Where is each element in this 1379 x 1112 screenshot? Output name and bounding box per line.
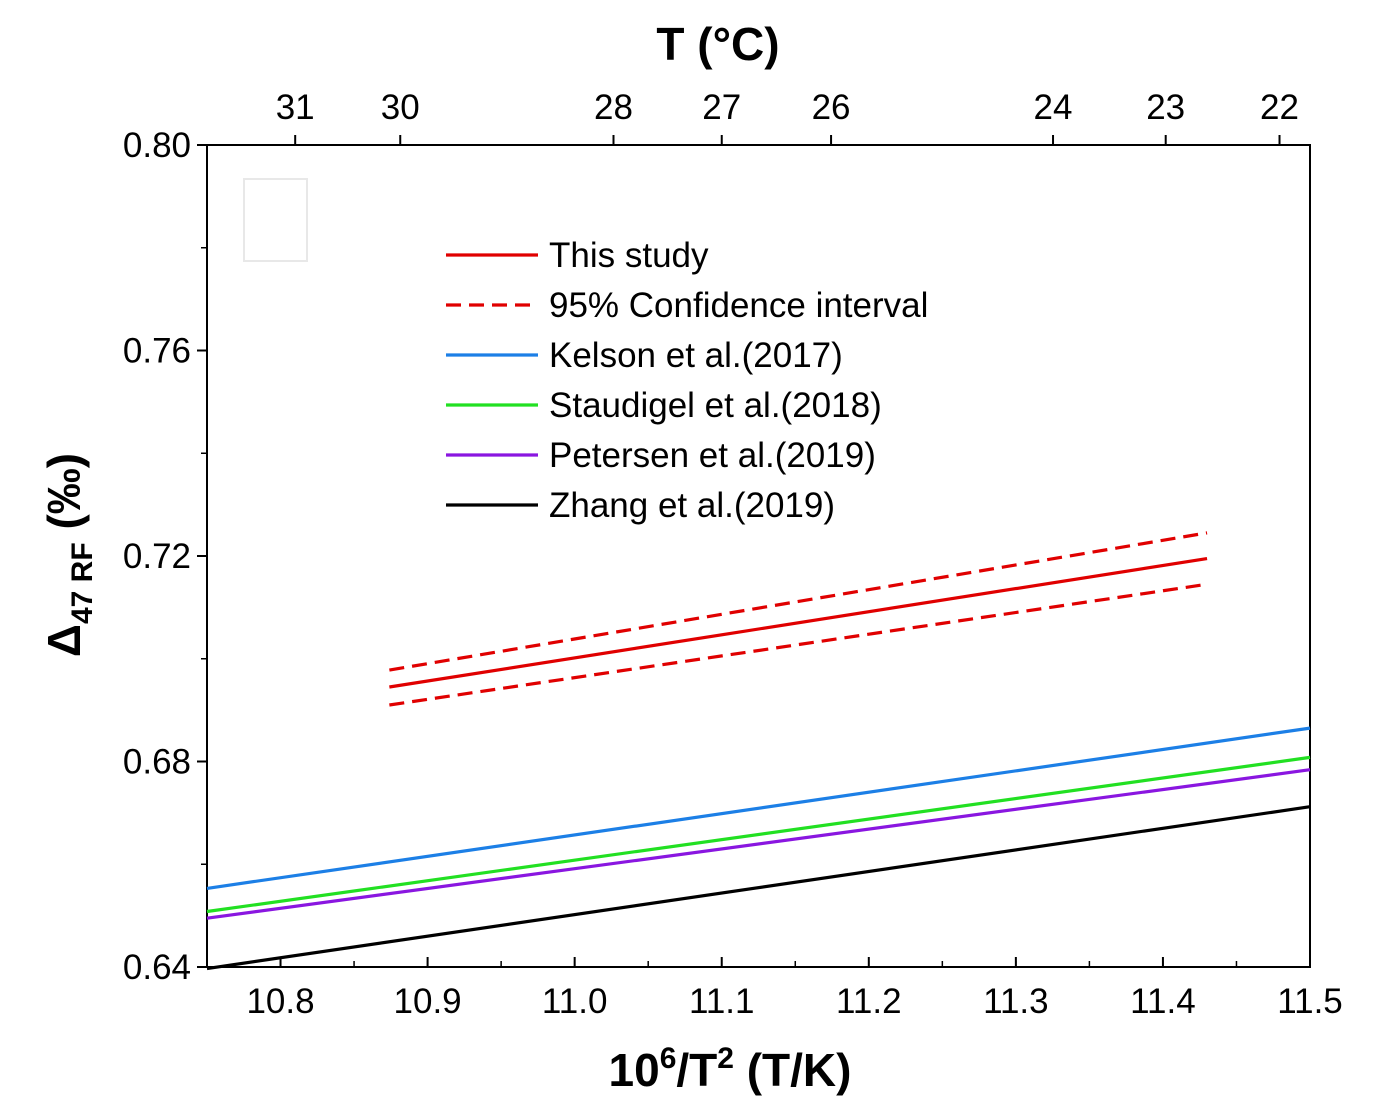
x-tick-label-bottom: 11.3 <box>983 982 1049 1021</box>
x-tick-label-bottom: 11.0 <box>542 982 608 1021</box>
series-line-95-confidence-interval <box>389 531 1208 672</box>
x-axis-title-mid: /T <box>676 1044 717 1096</box>
y-axis-left: 0.64 0.68 0.72 0.76 0.80 <box>123 126 207 987</box>
y-axis-title-sub: 47 RF <box>66 542 99 624</box>
x-axis-title-sup2: 2 <box>717 1042 734 1075</box>
series-line-zhang-et-al-2019 <box>206 805 1311 971</box>
y-tick-label-left: 0.72 <box>123 537 191 576</box>
x-axis-title-base: 10 <box>609 1044 660 1096</box>
x-tick-label-top: 26 <box>812 88 851 127</box>
series-layer <box>206 531 1311 971</box>
legend-label: Staudigel et al.(2018) <box>549 386 882 425</box>
x-tick-label-top: 24 <box>1034 88 1073 127</box>
legend: This study 95% Confidence interval Kelson … <box>446 236 928 525</box>
y-axis-title-main: Δ <box>38 624 90 657</box>
x-tick-label-top: 27 <box>702 88 741 127</box>
x-axis-bottom: 10.8 10.9 11.0 11.1 11.2 11.3 11.4 11.5 <box>206 957 1343 1021</box>
y-tick-label-left: 0.76 <box>123 332 191 371</box>
x-tick-label-top: 28 <box>594 88 633 127</box>
x-tick-label-bottom: 11.2 <box>836 982 902 1021</box>
series-line-staudigel-et-al-2018 <box>206 755 1311 914</box>
x-tick-label-top: 30 <box>381 88 420 127</box>
x-tick-label-bottom: 11.4 <box>1130 982 1196 1021</box>
top-axis-title: T (°C) <box>656 18 779 70</box>
x-tick-label-top: 23 <box>1146 88 1185 127</box>
legend-label: 95% Confidence interval <box>549 286 928 325</box>
y-axis-title-unit: (‰) <box>38 453 90 542</box>
x-tick-label-bottom: 10.9 <box>394 982 462 1021</box>
series-line-this-study <box>389 556 1208 689</box>
x-axis-title: 106/T2 (T/K) <box>609 1042 852 1096</box>
x-tick-label-top: 31 <box>276 88 315 127</box>
legend-label: Petersen et al.(2019) <box>549 436 876 475</box>
x-tick-label-bottom: 11.1 <box>689 982 755 1021</box>
series-line-petersen-et-al-2019 <box>206 768 1311 920</box>
legend-label: Zhang et al.(2019) <box>549 486 835 525</box>
y-tick-label-left: 0.80 <box>123 126 191 165</box>
legend-label: Kelson et al.(2017) <box>549 336 843 375</box>
series-line-kelson-et-al-2017 <box>206 726 1311 890</box>
inset-box <box>243 178 308 262</box>
y-tick-label-left: 0.68 <box>123 743 191 782</box>
x-axis-top: 31 30 28 27 26 24 23 22 <box>276 88 1299 145</box>
y-axis-title: Δ47 RF (‰) <box>38 453 99 657</box>
x-tick-label-top: 22 <box>1260 88 1299 127</box>
x-axis-title-tail: (T/K) <box>734 1044 852 1096</box>
legend-label: This study <box>549 236 709 275</box>
x-tick-label-bottom: 11.5 <box>1277 982 1343 1021</box>
x-axis-title-sup1: 6 <box>660 1042 677 1075</box>
x-tick-label-bottom: 10.8 <box>246 982 314 1021</box>
y-tick-label-left: 0.64 <box>123 948 191 987</box>
